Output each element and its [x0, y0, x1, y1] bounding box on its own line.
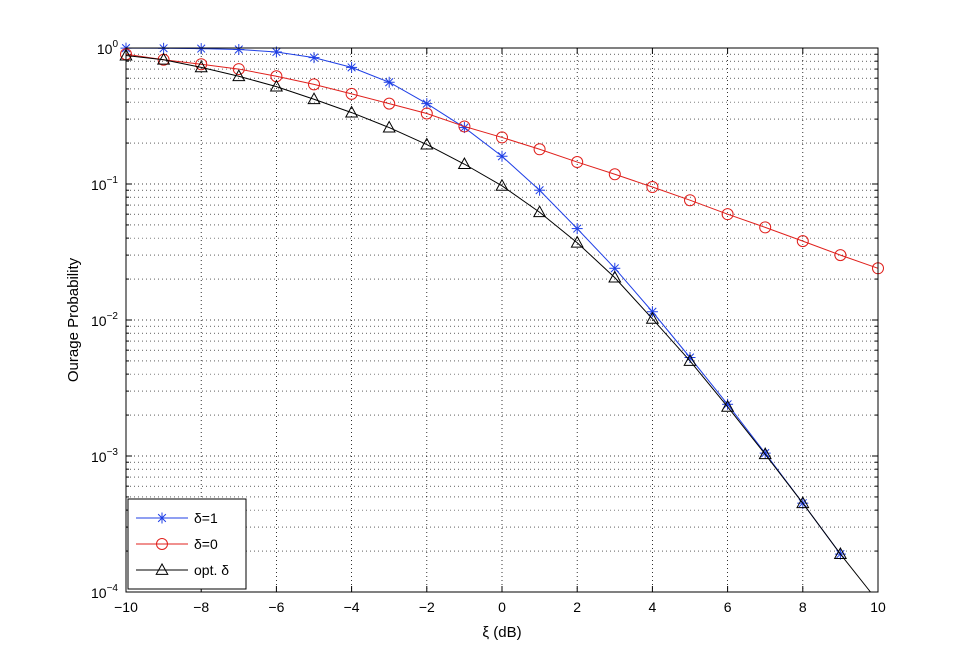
plot-frame — [125, 47, 879, 593]
series-triangle — [119, 48, 871, 593]
data-point — [232, 63, 245, 76]
data-point — [420, 137, 434, 150]
data-point — [421, 98, 433, 110]
data-point — [194, 60, 208, 73]
data-point — [759, 221, 772, 234]
x-tick-label: −10 — [114, 599, 138, 615]
legend-entry: δ=0 — [136, 536, 218, 552]
x-tick-label: −8 — [193, 599, 209, 615]
x-tick-label: 0 — [498, 599, 506, 615]
data-point — [307, 92, 321, 105]
data-point — [571, 156, 584, 169]
data-point — [645, 311, 660, 324]
data-point — [233, 43, 245, 55]
legend-marker — [156, 538, 168, 550]
data-point — [308, 78, 320, 91]
legend-label: δ=0 — [194, 536, 218, 552]
data-point — [533, 143, 546, 156]
data-point — [759, 447, 771, 459]
data-point — [457, 157, 472, 170]
x-tick-label: 4 — [649, 599, 657, 615]
y-tick-label: 10−2 — [91, 311, 118, 329]
x-tick-label: 2 — [573, 599, 581, 615]
legend-label: opt. δ — [194, 562, 229, 578]
data-point — [532, 205, 547, 218]
x-tick-label: −4 — [344, 599, 360, 615]
x-tick-label: −2 — [419, 599, 435, 615]
data-point — [232, 69, 246, 82]
data-point — [608, 270, 622, 283]
data-point — [458, 120, 471, 133]
data-point — [758, 447, 772, 460]
data-point — [646, 181, 659, 194]
legend-marker — [155, 562, 169, 575]
series-line — [125, 53, 879, 269]
data-point — [383, 76, 395, 88]
data-point — [345, 87, 358, 100]
data-point — [344, 105, 359, 118]
legend-entry: δ=1 — [136, 510, 218, 526]
legend-label: δ=1 — [194, 510, 218, 526]
y-tick-label: 100 — [97, 39, 119, 57]
data-point — [383, 97, 396, 110]
data-point — [270, 70, 283, 83]
legend-marker — [156, 512, 168, 524]
data-point — [833, 547, 848, 559]
data-point — [495, 178, 509, 191]
x-tick-label: 10 — [870, 599, 886, 615]
data-point — [308, 52, 320, 64]
legend: δ=1 δ=0 opt. δ — [127, 498, 247, 590]
x-tick-label: 8 — [799, 599, 807, 615]
data-point — [646, 306, 658, 318]
data-point — [796, 235, 809, 248]
data-point — [195, 43, 207, 55]
y-axis-label: Ourage Probability — [65, 257, 82, 382]
y-tick-label: 10−1 — [91, 175, 118, 193]
legend-entry: opt. δ — [136, 562, 229, 578]
tick-labels: −10 −8 −6 −4 −2 0 2 4 6 8 10 100 10−1 10−2 10−3 10−4 — [91, 39, 886, 615]
y-tick-label: 10−4 — [91, 583, 118, 601]
series-line — [125, 55, 871, 593]
data-point — [269, 79, 284, 92]
series-circle — [120, 48, 884, 275]
data-point — [834, 249, 847, 262]
x-tick-label: 6 — [724, 599, 732, 615]
series-line — [125, 47, 841, 555]
x-axis-label: ξ (dB) — [482, 624, 521, 641]
data-point — [382, 120, 396, 133]
data-point — [496, 131, 508, 144]
y-tick-label: 10−3 — [91, 447, 118, 465]
data-point — [720, 399, 735, 412]
data-point — [570, 235, 584, 248]
x-tick-label: −6 — [268, 599, 284, 615]
data-point — [156, 52, 171, 65]
data-point — [420, 107, 433, 120]
data-point — [195, 58, 208, 71]
data-point — [683, 353, 697, 366]
data-point — [684, 194, 696, 207]
data-point — [571, 223, 583, 235]
data-point — [496, 150, 508, 162]
data-point — [346, 61, 358, 73]
data-point — [796, 496, 810, 509]
data-point — [534, 184, 546, 196]
data-point — [608, 168, 621, 181]
data-point — [721, 208, 734, 221]
